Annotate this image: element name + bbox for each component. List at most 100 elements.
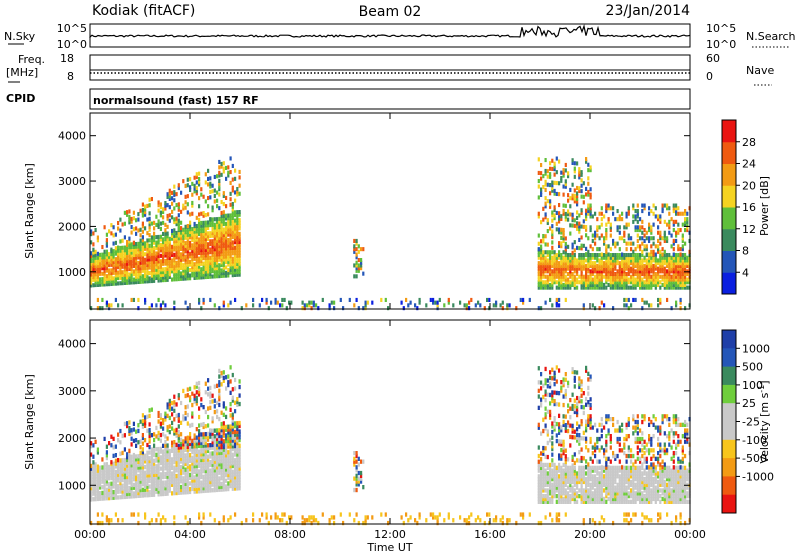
velocity-cell (355, 512, 358, 517)
power-cell (634, 263, 637, 268)
velocity-cell (571, 367, 574, 372)
power-cell (562, 255, 565, 260)
power-cell (204, 239, 207, 244)
power-cell (666, 297, 669, 302)
velocity-cell (193, 447, 196, 452)
power-cell (598, 253, 601, 258)
power-cell (645, 282, 648, 287)
velocity-cell (218, 445, 221, 450)
power-cell (553, 263, 556, 268)
velocity-cell (312, 515, 315, 520)
power-cell (560, 277, 563, 282)
power-cell (119, 281, 122, 286)
power-cell (162, 278, 165, 283)
velocity-cell (222, 450, 225, 455)
power-cell (175, 277, 178, 282)
velocity-cell (186, 490, 189, 495)
velocity-cell (447, 512, 450, 517)
power-cell (571, 282, 574, 287)
power-cell (123, 278, 126, 283)
velocity-cell (202, 477, 205, 482)
power-cell (168, 242, 171, 247)
velocity-cell (193, 444, 196, 449)
power-cell (207, 212, 210, 217)
velocity-cell (130, 480, 133, 485)
power-cell (155, 240, 158, 245)
velocity-cell (218, 470, 221, 475)
power-cell (128, 214, 131, 219)
velocity-cell (189, 395, 192, 400)
velocity-cell (186, 439, 189, 444)
power-cell (159, 242, 162, 247)
power-cell (148, 276, 151, 281)
velocity-cell (189, 447, 192, 452)
power-cell (155, 214, 158, 219)
power-cell (231, 235, 234, 240)
power-cell (162, 245, 165, 250)
velocity-cell (236, 460, 239, 466)
power-cell (672, 228, 675, 233)
power-cell (609, 247, 612, 252)
velocity-cell (562, 499, 565, 504)
velocity-cell (202, 512, 205, 517)
power-cell (564, 269, 567, 274)
velocity-cell (549, 381, 552, 386)
power-cell (128, 242, 131, 247)
velocity-cell (114, 458, 117, 463)
power-cell (555, 285, 558, 290)
power-cell (236, 272, 239, 277)
power-cell (236, 218, 239, 223)
velocity-cell (551, 390, 554, 395)
power-cell (661, 209, 664, 214)
power-cell (184, 194, 187, 199)
power-cell (558, 241, 561, 246)
velocity-cell (128, 491, 131, 496)
velocity-cell (191, 458, 194, 463)
velocity-cell (234, 463, 237, 469)
velocity-cell (231, 461, 234, 466)
power-cell (686, 272, 689, 277)
velocity-cell (207, 454, 210, 459)
velocity-cell (135, 457, 138, 462)
velocity-cell (348, 512, 351, 517)
velocity-cell (90, 444, 93, 449)
velocity-cell (238, 446, 241, 451)
power-cell (207, 253, 210, 258)
power-cell (92, 256, 95, 261)
velocity-cell (564, 482, 567, 487)
power-cell (569, 258, 572, 263)
power-cell (213, 252, 216, 257)
power-cell (159, 253, 162, 258)
power-cell (209, 250, 212, 255)
velocity-cell (216, 487, 219, 493)
power-cell (171, 258, 174, 263)
velocity-cell (355, 468, 358, 473)
velocity-cell (562, 380, 565, 385)
power-cell (585, 285, 588, 290)
power-cell (103, 282, 106, 287)
power-cell (200, 245, 203, 250)
power-cell (135, 274, 138, 279)
velocity-cell (364, 515, 367, 520)
power-cell (114, 240, 117, 245)
power-cell (114, 246, 117, 251)
velocity-cell (207, 480, 210, 485)
velocity-cell (222, 433, 225, 438)
power-cell (229, 197, 232, 202)
power-cell (195, 188, 198, 193)
power-cell (173, 300, 176, 305)
velocity-cell (576, 458, 579, 463)
power-cell (580, 274, 583, 279)
power-cell (357, 258, 360, 263)
velocity-cell (459, 515, 462, 520)
velocity-cell (148, 473, 151, 478)
power-cell (573, 258, 576, 263)
power-cell (90, 283, 93, 288)
velocity-cell (544, 378, 547, 383)
power-cell (596, 274, 599, 279)
power-cell (582, 243, 585, 248)
power-cell (616, 277, 619, 282)
power-cell (144, 268, 147, 273)
power-cell (675, 274, 678, 279)
power-cell (560, 272, 563, 277)
